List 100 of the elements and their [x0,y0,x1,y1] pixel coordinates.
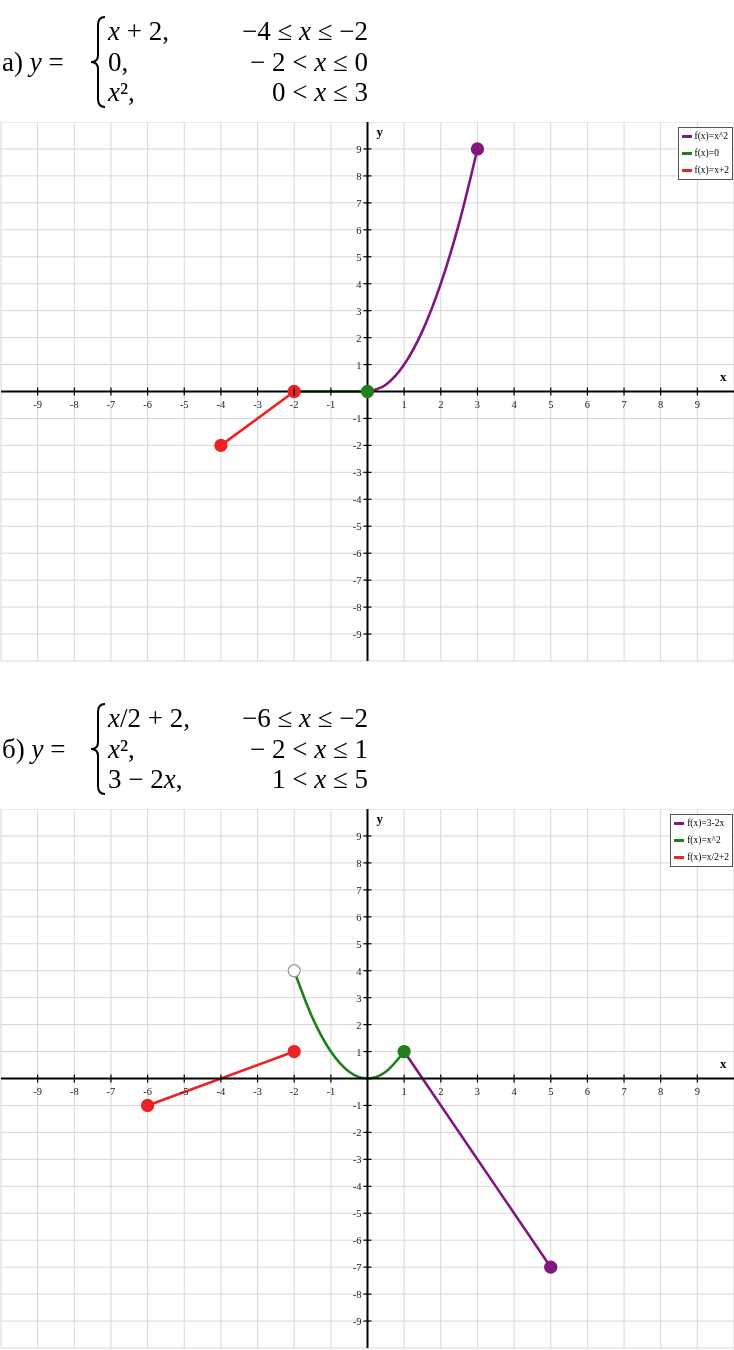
x-tick-label: 3 [474,1085,481,1097]
point [140,1098,155,1113]
x-tick-label: -8 [69,398,79,410]
point [544,1260,558,1274]
point [397,1044,411,1059]
point [214,438,228,453]
text: 0 < x ≤ 3 [271,77,368,108]
legend-label: f(x)=x^2 [694,131,729,142]
x-tick-label: -2 [289,1085,299,1097]
y-tick-label: 9 [356,143,362,155]
y-tick-label: 4 [356,965,363,977]
y-tick-label: 5 [356,938,362,950]
x-tick-label: 2 [438,1085,444,1097]
legend-label: f(x)=x+2 [694,165,729,176]
text: x², [108,77,135,108]
y-tick-label: -9 [352,1316,362,1328]
x-tick-label: -1 [326,1085,336,1097]
x-tick-label: 5 [548,398,554,410]
y-tick-label: -8 [352,1289,362,1301]
text: 0, [108,46,129,77]
y-tick-label: -6 [352,1235,362,1247]
y-tick-label: 2 [356,332,362,344]
text: − 2 < x ≤ 1 [249,733,368,764]
y-axis-title: y [376,811,383,826]
x-tick-label: -4 [216,1085,227,1097]
text: − 2 < x ≤ 0 [249,46,368,77]
y-tick-label: -3 [352,1154,362,1166]
y-tick-label: 6 [356,224,362,236]
y-tick-label: 5 [356,251,362,263]
chart-title: а) y = [2,46,64,77]
y-axis-title: y [376,124,383,139]
x-tick-label: -9 [33,1085,43,1097]
x-tick-label: -7 [106,398,116,410]
x-tick-label: 2 [438,398,444,410]
y-tick-label: -9 [352,629,362,641]
x-tick-label: 8 [658,1085,664,1097]
x-tick-label: 6 [584,1085,591,1097]
y-tick-label: -2 [352,1127,362,1139]
x-tick-label: 8 [658,398,664,410]
x-tick-label: 6 [584,398,591,410]
text: 1 < x ≤ 5 [271,764,368,795]
text: −4 ≤ x ≤ −2 [241,16,368,46]
point [287,1044,301,1059]
y-tick-label: 7 [356,197,362,209]
text: x/2 + 2, [108,703,190,733]
text: −6 ≤ x ≤ −2 [241,703,368,733]
x-tick-label: -4 [216,398,227,410]
chart-title: б) y = [2,733,66,764]
x-axis-title: x [720,1055,727,1071]
y-tick-label: -3 [352,467,362,479]
x-tick-label: -3 [253,1085,262,1097]
y-tick-label: -6 [352,548,362,560]
y-tick-label: 1 [356,359,362,371]
y-tick-label: -1 [352,413,362,425]
x-tick-label: -2 [289,398,299,410]
text: x², [108,733,135,764]
text: 3 − 2x, [108,764,183,795]
x-tick-label: 7 [621,1085,627,1097]
y-tick-label: -1 [352,1100,362,1112]
y-tick-label: 2 [356,1019,362,1031]
x-tick-label: -8 [69,1085,79,1097]
x-tick-label: 1 [401,398,407,410]
y-tick-label: 4 [356,278,363,290]
y-tick-label: -8 [352,602,362,614]
x-tick-label: 3 [474,398,481,410]
x-tick-label: -5 [179,398,189,410]
x-tick-label: -1 [326,398,336,410]
y-tick-label: 9 [356,830,362,842]
x-tick-label: 9 [694,398,700,410]
y-tick-label: -4 [352,1181,363,1193]
y-tick-label: 1 [356,1046,362,1058]
x-tick-label: -9 [33,398,43,410]
y-tick-label: 6 [356,911,362,923]
x-tick-label: 7 [621,398,627,410]
x-tick-label: -6 [143,1085,152,1097]
y-tick-label: 3 [356,305,362,317]
x-tick-label: 4 [511,398,518,410]
x-axis-title: x [720,368,727,384]
point [287,384,301,399]
legend-label: f(x)=x^2 [687,835,721,846]
y-tick-label: -2 [352,440,362,452]
x-tick-label: 4 [511,1085,518,1097]
x-tick-label: -7 [106,1085,116,1097]
point [360,384,375,399]
y-tick-label: 3 [356,992,362,1004]
y-tick-label: 7 [356,884,362,896]
y-tick-label: 8 [356,170,362,182]
point [287,964,301,978]
text: x + 2, [108,16,169,46]
y-tick-label: -7 [352,1262,362,1274]
legend-label: f(x)=x/2+2 [687,852,729,863]
point [470,142,485,156]
x-tick-label: 1 [401,1085,407,1097]
y-tick-label: -5 [352,521,362,533]
y-tick-label: 8 [356,857,362,869]
y-tick-label: -5 [352,1208,362,1220]
x-tick-label: 5 [548,1085,554,1097]
legend-label: f(x)=0 [694,148,719,159]
x-tick-label: 9 [694,1085,700,1097]
y-tick-label: -7 [352,575,362,587]
